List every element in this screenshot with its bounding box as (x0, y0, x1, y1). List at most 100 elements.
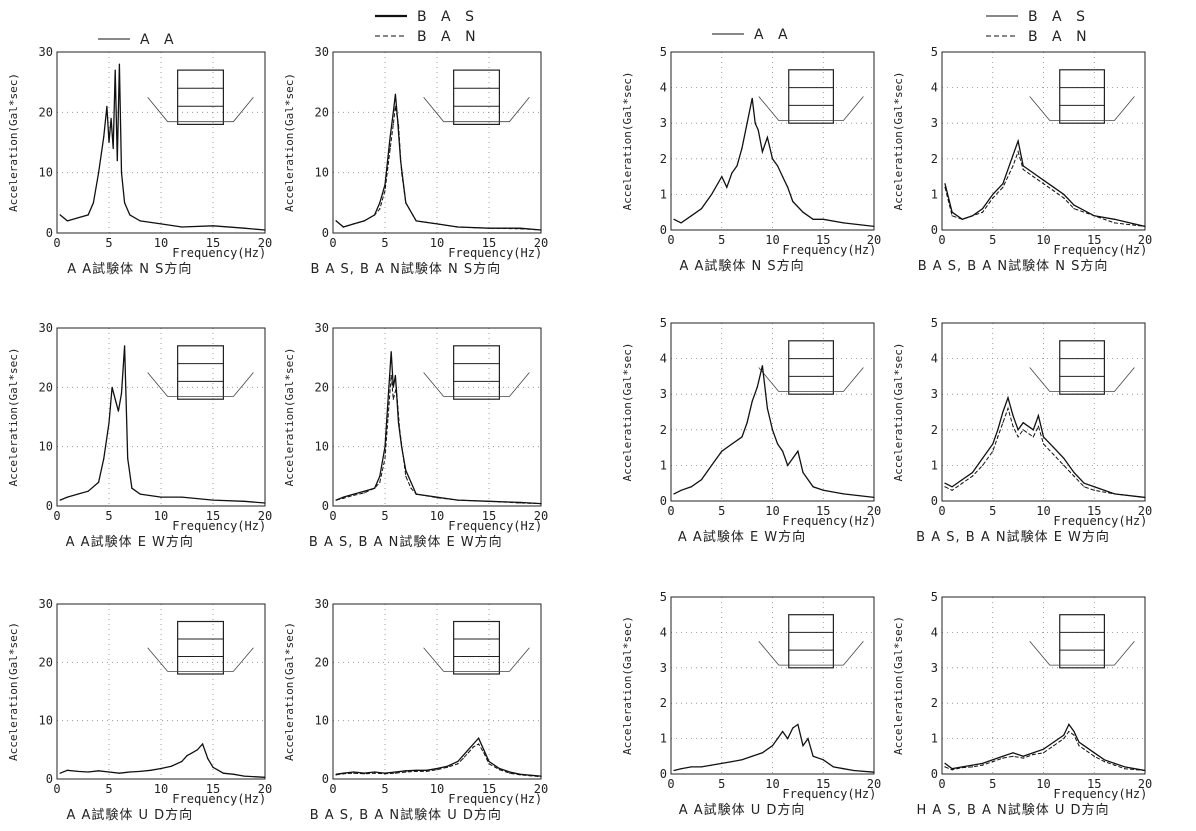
data-point (766, 407, 769, 409)
data-point (353, 223, 355, 225)
specimen-schematic (423, 345, 530, 400)
data-point (1042, 436, 1045, 438)
y-tick-label: 2 (660, 152, 667, 166)
y-tick-label: 0 (322, 499, 329, 513)
data-point (394, 374, 396, 377)
chart-panel: 0 5 10 15 20 0 10 20 30 Frequency(Hz) Acceleration… (7, 321, 272, 550)
data-point (1042, 752, 1045, 754)
y-tick-label: 2 (660, 696, 667, 710)
y-axis-label: Acceleration(Gal*sec) (7, 347, 20, 486)
data-point (139, 493, 141, 495)
legend: B A S B A N (375, 9, 476, 45)
data-point (1113, 222, 1116, 224)
panel-caption: B A S, B A N試験体 E W方向 (916, 529, 1110, 545)
data-point (971, 766, 974, 768)
y-tick-label: 0 (660, 223, 667, 237)
data-point (873, 225, 875, 227)
data-point (1063, 193, 1065, 195)
data-point (186, 755, 188, 757)
data-point (797, 450, 799, 452)
data-point (1063, 197, 1065, 199)
data-point (711, 193, 713, 195)
data-point (1032, 752, 1034, 754)
data-point (782, 730, 784, 733)
data-point (264, 229, 266, 231)
y-tick-label: 10 (39, 166, 53, 180)
series-line (944, 723, 1146, 772)
data-point (150, 769, 152, 771)
data-point (1093, 755, 1095, 757)
y-axis-label: Acceleration(Gal*sec) (892, 71, 905, 210)
data-point (982, 208, 984, 210)
y-tick-label: 1 (931, 458, 938, 472)
plot-frame (56, 51, 266, 234)
data-point (1053, 186, 1055, 188)
data-point (405, 770, 407, 772)
x-tick-label: 15 (816, 233, 830, 247)
data-point (1012, 755, 1014, 757)
panel-caption: A A試験体 U D方向 (66, 807, 193, 823)
data-point (387, 398, 389, 400)
specimen-schematic (423, 69, 530, 125)
plot-frame (56, 603, 266, 780)
x-tick-label: 10 (1036, 777, 1050, 791)
data-point (757, 129, 759, 131)
panel-caption: H A S, B A N試験体 U D方向 (917, 802, 1110, 818)
ground-outline (1029, 367, 1135, 392)
data-point (353, 493, 355, 495)
y-tick-label: 10 (315, 166, 329, 180)
data-point (467, 752, 469, 754)
data-point (951, 489, 953, 491)
data-point (1073, 204, 1075, 206)
x-tick-label: 0 (53, 509, 60, 523)
data-point (756, 386, 758, 388)
data-point (397, 123, 400, 125)
data-point (498, 767, 500, 770)
y-tick-label: 1 (931, 732, 938, 746)
data-point (787, 186, 789, 188)
data-point (387, 416, 389, 418)
data-point (1002, 186, 1004, 188)
data-point (1093, 486, 1095, 488)
y-tick-label: 5 (660, 45, 667, 59)
data-point (363, 490, 365, 492)
y-tick-label: 2 (660, 423, 667, 437)
x-tick-label: 15 (206, 509, 220, 523)
y-axis-label: Acceleration(Gal*sec) (7, 622, 20, 761)
data-point (746, 122, 748, 124)
series-line (944, 395, 1146, 499)
data-point (160, 496, 162, 498)
x-tick-label: 10 (430, 782, 444, 796)
data-point (1017, 429, 1019, 431)
data-point (118, 63, 120, 65)
data-point (131, 487, 133, 489)
data-point (961, 218, 963, 220)
specimen-box (1059, 69, 1105, 124)
y-axis-label: Acceleration(Gal*sec) (892, 616, 905, 755)
data-point (1144, 769, 1146, 772)
data-point (1083, 745, 1085, 747)
data-point (951, 768, 953, 770)
data-point (1012, 154, 1014, 156)
y-tick-label: 3 (931, 661, 938, 675)
data-point (342, 226, 344, 228)
data-point (498, 769, 500, 771)
data-point (1073, 730, 1075, 733)
series-line (59, 345, 266, 504)
y-tick-label: 5 (660, 316, 667, 330)
data-point (1042, 443, 1045, 445)
y-tick-label: 2 (931, 152, 938, 166)
x-tick-label: 10 (430, 509, 444, 523)
data-point (731, 761, 733, 763)
x-tick-label: 15 (206, 782, 220, 796)
x-tick-label: 15 (816, 777, 830, 791)
specimen-box (177, 345, 224, 400)
data-point (415, 770, 417, 773)
data-point (397, 422, 400, 424)
y-tick-label: 10 (39, 440, 53, 454)
x-axis-label: Frequency(Hz) (1053, 243, 1147, 257)
specimen-box (788, 340, 834, 395)
data-point (410, 481, 412, 483)
y-tick-label: 2 (931, 423, 938, 437)
data-point (335, 220, 337, 222)
